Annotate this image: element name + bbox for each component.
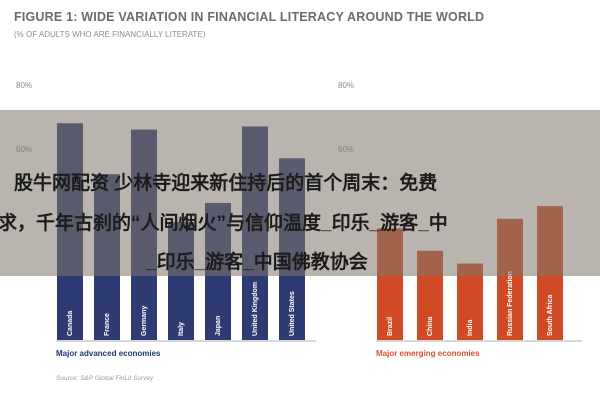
x-tick-label-china: China	[427, 316, 434, 336]
y-tick-label-emg-0: 80%	[338, 81, 354, 90]
overlay-text-line-3: _印乐_游客_中国佛教协会	[146, 252, 368, 273]
group-label-emerging: Major emerging economies	[376, 349, 480, 358]
overlay-text-line-2: 求，千年古刹的“人间烟火”与信仰温度_印乐_游客_中	[0, 213, 448, 234]
x-tick-label-south-africa: South Africa	[547, 295, 554, 336]
bar-india	[457, 263, 483, 340]
x-tick-label-united-kingdom: United Kingdom	[252, 282, 259, 336]
overlay-text-line-1: 股牛网配资 少林寺迎来新住持后的首个周末：免费	[14, 173, 438, 194]
group-label-advanced: Major advanced economies	[56, 349, 161, 358]
chart-title: FIGURE 1: WIDE VARIATION IN FINANCIAL LI…	[14, 10, 485, 24]
y-tick-label-adv-0: 80%	[16, 81, 32, 90]
x-tick-label-russian-federation: Russian Federation	[507, 271, 514, 336]
x-tick-label-france: France	[104, 313, 111, 336]
overlay-banner: 股牛网配资 少林寺迎来新住持后的首个周末：免费 求，千年古刹的“人间烟火”与信仰…	[0, 110, 600, 276]
chart-subtitle: (% OF ADULTS WHO ARE FINANCIALLY LITERAT…	[14, 30, 206, 39]
source-note: Source: S&P Global FinLit Survey	[56, 375, 154, 382]
x-tick-label-germany: Germany	[141, 306, 148, 336]
x-tick-label-japan: Japan	[215, 316, 222, 336]
x-tick-label-brazil: Brazil	[387, 317, 394, 336]
x-tick-label-united-states: United States	[289, 291, 296, 336]
x-tick-label-italy: Italy	[178, 322, 185, 336]
x-tick-label-india: India	[467, 320, 474, 336]
x-tick-label-canada: Canada	[67, 311, 74, 336]
